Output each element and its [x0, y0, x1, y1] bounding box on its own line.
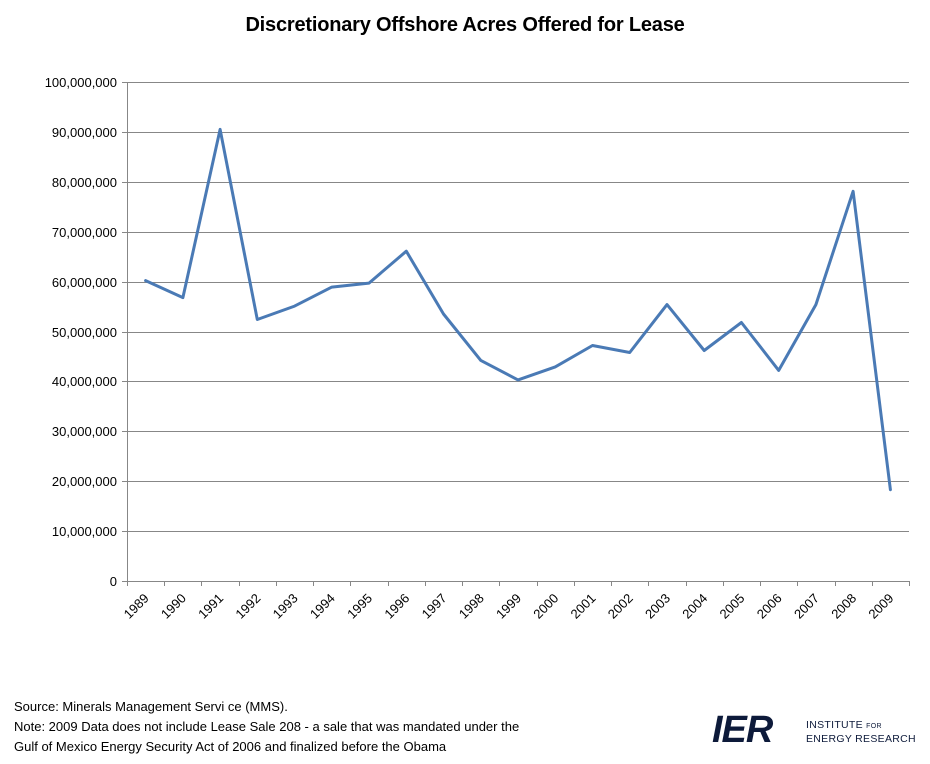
x-tick-label: 1992: [232, 591, 263, 622]
ier-logo: IER INSTITUTE FOR ENERGY RESEARCH: [712, 710, 922, 750]
series-layer: [144, 127, 892, 492]
series-line: [144, 127, 892, 492]
line-chart: 0 10,000,000 20,000,000 30,000,000 40,000,00…: [45, 75, 910, 622]
x-tick-label: 2009: [865, 591, 896, 622]
x-tick-label: 2000: [530, 591, 561, 622]
y-tick-label: 70,000,000: [52, 225, 117, 240]
x-tick-label: 1993: [270, 591, 301, 622]
x-tick-label: 1998: [456, 591, 487, 622]
gridlines: [127, 82, 909, 532]
y-tick-label: 100,000,000: [45, 75, 117, 90]
x-tick-label: 2008: [828, 591, 859, 622]
chart-title: Discretionary Offshore Acres Offered for…: [245, 14, 685, 36]
ier-logo-text: INSTITUTE FOR ENERGY RESEARCH: [806, 719, 916, 746]
y-tick-label: 10,000,000: [52, 524, 117, 539]
x-tick-label: 2006: [754, 591, 785, 622]
logo-for-text: FOR: [866, 723, 882, 730]
note-line-2: Gulf of Mexico Energy Security Act of 20…: [14, 739, 447, 754]
y-tick-label: 60,000,000: [52, 275, 117, 290]
x-tick-label: 2003: [642, 591, 673, 622]
y-tick-label: 20,000,000: [52, 474, 117, 489]
y-tick-label: 0: [110, 574, 117, 589]
x-tick-label: 1997: [419, 591, 450, 622]
y-tick-label: 80,000,000: [52, 175, 117, 190]
logo-institute-text: INSTITUTE: [806, 719, 867, 731]
x-tick-label: 2007: [791, 591, 822, 622]
x-tick-label: 2004: [679, 591, 710, 622]
x-tick-labels: 1989 1990 1991 1992 1993 1994 1995 1996 1997 1998…: [121, 591, 897, 622]
x-tick-label: 1999: [493, 591, 524, 622]
y-tick-label: 90,000,000: [52, 125, 117, 140]
note-line-1: Note: 2009 Data does not include Lease S…: [14, 719, 520, 734]
x-tick-label: 1989: [121, 591, 152, 622]
ier-logo-mark: IER: [712, 709, 773, 751]
y-tick-labels: 0 10,000,000 20,000,000 30,000,000 40,000,00…: [45, 75, 117, 589]
axes: [122, 82, 910, 586]
x-tick-label: 1994: [307, 591, 338, 622]
x-tick-label: 2001: [568, 591, 599, 622]
source-note: Source: Minerals Management Servi ce (MM…: [14, 699, 288, 714]
y-tick-label: 40,000,000: [52, 374, 117, 389]
chart-footer: Source: Minerals Management Servi ce (MM…: [14, 697, 519, 757]
y-tick-label: 50,000,000: [52, 325, 117, 340]
x-tick-label: 1990: [158, 591, 189, 622]
y-tick-label: 30,000,000: [52, 424, 117, 439]
logo-energy-research-text: ENERGY RESEARCH: [806, 733, 916, 745]
x-tick-label: 2002: [605, 591, 636, 622]
x-tick-label: 2005: [716, 591, 747, 622]
x-tick-label: 1995: [344, 591, 375, 622]
x-tick-label: 1996: [381, 591, 412, 622]
x-tick-label: 1991: [195, 591, 226, 622]
